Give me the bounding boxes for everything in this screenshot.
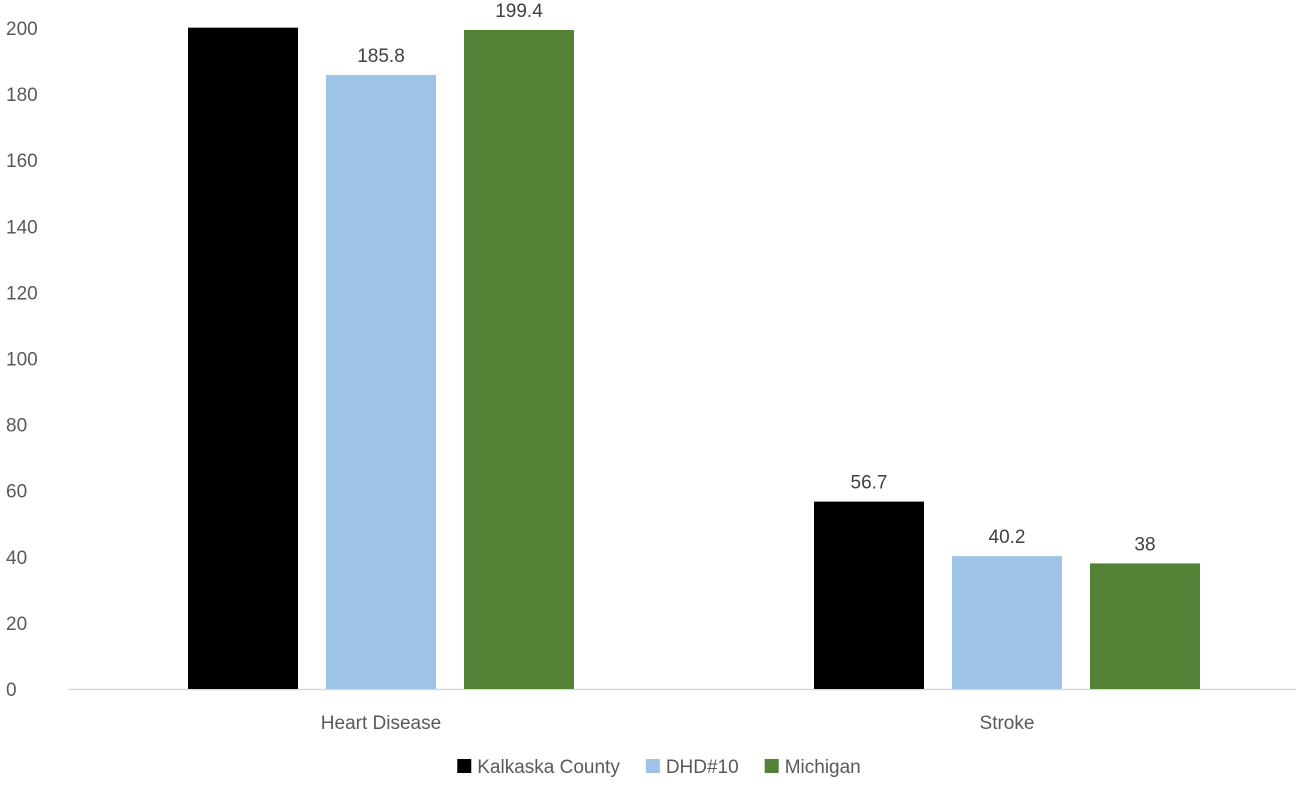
bar-kalkaska-county-heart-disease [188,27,298,690]
legend-swatch [645,759,660,773]
y-tick-label: 40 [6,548,27,569]
legend: Kalkaska County DHD#10 Michigan [457,757,861,778]
data-label: 56.7 [851,473,888,494]
data-label: 185.8 [357,46,405,67]
legend-swatch [764,759,779,773]
y-tick-label: 200 [6,19,38,40]
y-tick-label: 140 [6,217,38,238]
y-tick-label: 180 [6,85,38,106]
legend-label: DHD#10 [666,757,739,778]
bar-kalkaska-county-stroke [814,501,924,689]
legend-swatch [457,759,472,773]
bar-michigan-stroke [1090,563,1200,689]
y-tick-label: 160 [6,151,38,172]
y-tick-label: 0 [6,680,17,701]
legend-label: Michigan [785,757,861,778]
data-label: 40.2 [989,527,1026,548]
x-category-label: Heart Disease [321,713,441,734]
bar-michigan-heart-disease [464,29,574,690]
bar-dhd-10-stroke [952,556,1062,689]
y-tick-label: 120 [6,283,38,304]
x-category-label: Stroke [980,713,1035,734]
y-tick-label: 100 [6,350,38,371]
data-label: 38 [1134,534,1155,555]
data-label: 199.4 [495,1,543,22]
bar-dhd-10-heart-disease [326,74,436,689]
legend-label: Kalkaska County [477,757,620,778]
y-tick-label: 60 [6,482,27,503]
y-tick-label: 80 [6,416,27,437]
y-tick-label: 20 [6,614,27,635]
